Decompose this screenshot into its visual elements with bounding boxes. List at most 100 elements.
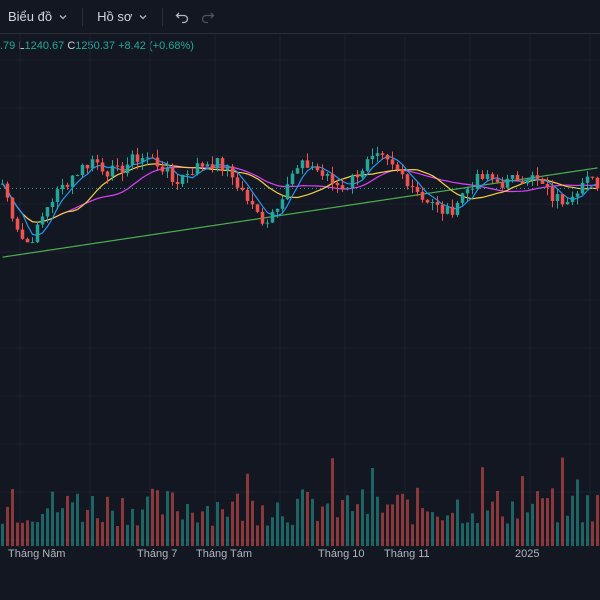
volume-bar	[41, 513, 44, 546]
time-axis-label: Tháng 10	[318, 548, 365, 560]
volume-bar	[276, 502, 279, 546]
time-axis-label: Tháng Năm	[8, 548, 66, 560]
candle-body	[290, 173, 295, 185]
candle-body	[40, 216, 45, 225]
volume-bar	[301, 489, 304, 546]
candle-body	[15, 218, 20, 230]
volume-bar	[561, 457, 564, 546]
volume-bar	[421, 507, 424, 546]
volume-bar	[166, 491, 169, 546]
time-axis-label: Tháng 11	[384, 548, 430, 560]
candle-body	[150, 157, 155, 159]
candle-body	[135, 154, 140, 162]
volume-bar	[566, 515, 569, 546]
candle-body	[240, 187, 245, 190]
volume-bar	[416, 487, 419, 546]
candle-body	[410, 186, 415, 188]
candle-body	[95, 159, 100, 163]
candle-body	[345, 187, 350, 189]
volume-bar	[571, 495, 574, 546]
volume-bar	[356, 504, 359, 546]
candle-body	[460, 193, 465, 203]
volume-bar	[261, 505, 264, 546]
low-value: 1240.67	[24, 40, 65, 52]
candle-body	[250, 200, 255, 205]
ohlc-legend: .79 L1240.67 C1250.37 +8.42 (+0.68%)	[0, 40, 194, 52]
open-value: .79	[0, 40, 16, 52]
volume-bar	[446, 515, 449, 546]
volume-bar	[211, 525, 214, 546]
candle-body	[225, 166, 230, 171]
volume-bar	[536, 491, 539, 546]
candle-body	[80, 164, 85, 176]
volume-bar	[6, 506, 9, 546]
volume-bar	[411, 524, 414, 546]
volume-bar	[331, 458, 334, 546]
candle-body	[515, 175, 520, 182]
candle-body	[505, 178, 510, 188]
volume-bar	[16, 522, 19, 546]
candle-body	[270, 211, 275, 223]
volume-bar	[461, 523, 464, 546]
candle-body	[375, 153, 380, 156]
volume-bar	[106, 496, 109, 546]
candle-body	[145, 157, 150, 159]
volume-bar	[91, 495, 94, 546]
candle-body	[120, 165, 125, 174]
toolbar-divider	[162, 7, 164, 26]
volume-bar	[186, 503, 189, 546]
top-toolbar: Biểu đồ Hồ sơ	[0, 0, 600, 34]
undo-button[interactable]	[169, 4, 195, 30]
volume-bar	[441, 520, 444, 546]
candle-body	[555, 194, 560, 202]
candle-body	[350, 174, 355, 188]
candle-body	[230, 166, 235, 178]
candle-body	[300, 160, 305, 169]
volume-bar	[231, 501, 234, 546]
candle-body	[360, 170, 365, 178]
candle-body	[495, 179, 500, 182]
candle-body	[20, 229, 25, 239]
volume-bar	[481, 467, 484, 546]
ma-long-line	[2, 167, 598, 258]
candle-body	[370, 155, 375, 160]
volume-bar	[226, 516, 229, 546]
volume-bar	[51, 491, 54, 546]
volume-bar	[206, 505, 209, 546]
candle-body	[475, 174, 480, 189]
candle-body	[85, 164, 90, 169]
candle-body	[325, 174, 330, 176]
volume-bar	[506, 523, 509, 546]
volume-bar	[496, 490, 499, 546]
candle-body	[140, 158, 145, 162]
candle-body	[480, 174, 485, 179]
volume-bar	[191, 512, 194, 546]
chart-menu-button[interactable]: Biểu đồ	[0, 4, 76, 30]
volume-bar	[1, 523, 4, 546]
volume-bar	[581, 522, 584, 546]
candle-body	[550, 187, 555, 202]
volume-bar	[491, 501, 494, 546]
volume-bar	[291, 524, 294, 546]
volume-bar	[466, 522, 469, 546]
candle-body	[420, 191, 425, 200]
volume-bar	[351, 511, 354, 546]
candle-body	[545, 183, 550, 188]
candle-body	[575, 193, 580, 197]
candle-body	[10, 197, 15, 219]
profile-menu-button[interactable]: Hồ sơ	[89, 4, 156, 30]
candle-body	[275, 208, 280, 212]
volume-bar	[436, 516, 439, 546]
price-chart[interactable]	[0, 34, 600, 548]
candle-body	[450, 206, 455, 215]
redo-button[interactable]	[195, 4, 221, 30]
candle-body	[75, 175, 80, 177]
candle-body	[380, 153, 385, 155]
candle-body	[530, 175, 535, 181]
candle-body	[25, 238, 30, 243]
candle-body	[500, 181, 505, 188]
volume-bar	[431, 512, 434, 546]
volume-bar	[386, 504, 389, 546]
volume-bar	[476, 522, 479, 546]
volume-bar	[281, 516, 284, 546]
